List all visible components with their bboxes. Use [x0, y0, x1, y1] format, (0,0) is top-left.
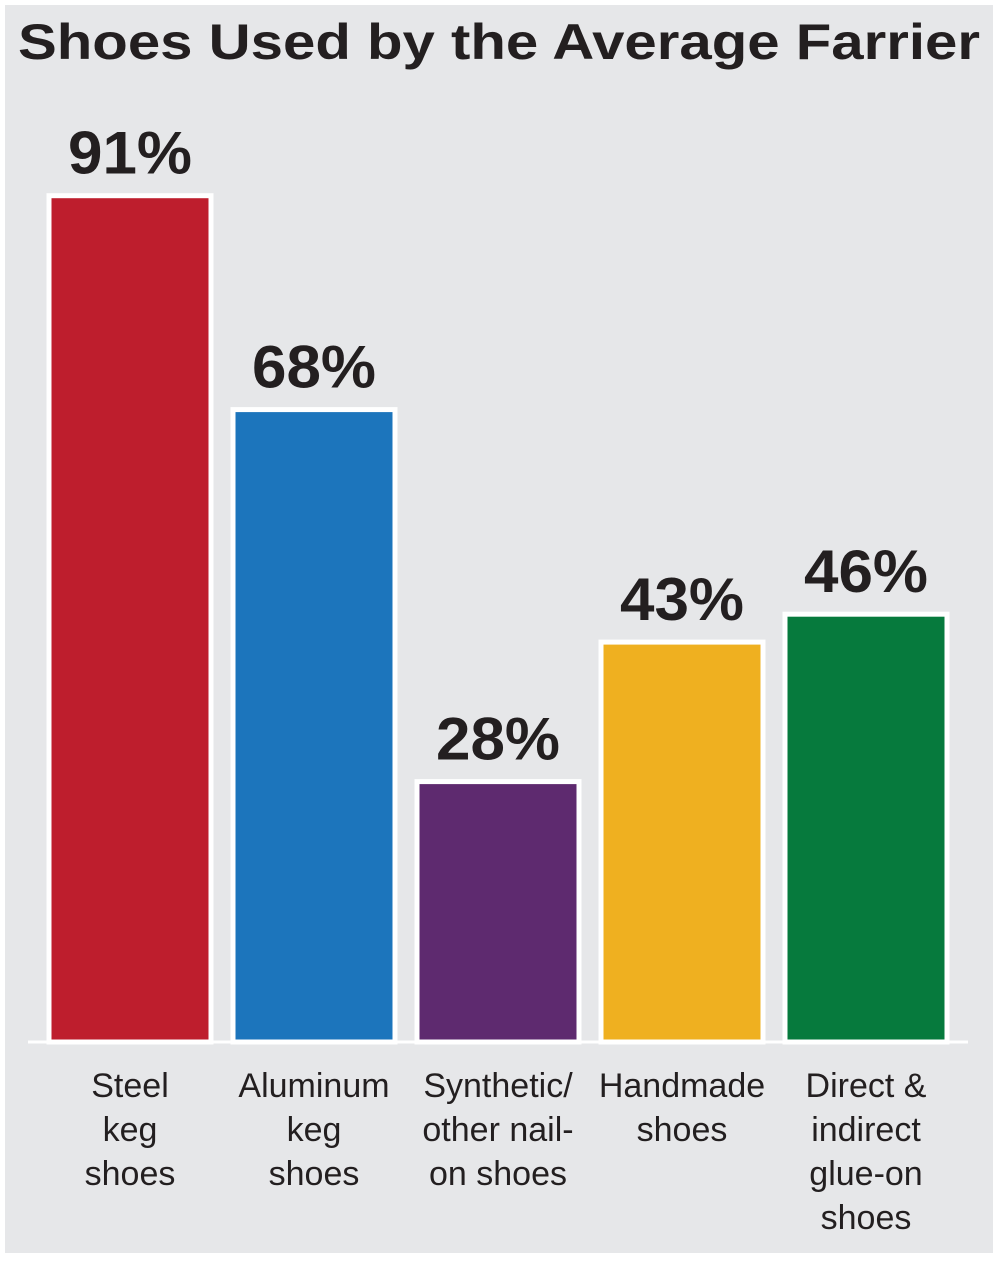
x-tick-label: shoes — [269, 1155, 360, 1193]
value-label: 28% — [436, 705, 560, 772]
x-tick-label: Direct & — [806, 1067, 927, 1105]
value-label: 91% — [68, 120, 192, 187]
x-tick-label: shoes — [85, 1155, 176, 1193]
x-tick-label: indirect — [811, 1111, 921, 1149]
bar — [598, 639, 766, 1045]
x-tick-label: keg — [103, 1111, 158, 1149]
bar — [46, 193, 214, 1045]
value-label: 43% — [620, 566, 744, 633]
x-tick-label: Steel — [91, 1067, 169, 1105]
x-tick-label: keg — [287, 1111, 342, 1149]
x-tick-label: Handmade — [599, 1067, 765, 1105]
x-tick-label: Synthetic/ — [423, 1067, 573, 1105]
value-label: 46% — [804, 538, 928, 605]
bar — [782, 611, 950, 1045]
bar — [230, 407, 398, 1045]
x-tick-label: Aluminum — [238, 1067, 389, 1105]
x-tick-label: on shoes — [429, 1155, 567, 1193]
value-label: 68% — [252, 333, 376, 400]
x-tick-label: shoes — [637, 1111, 728, 1149]
x-tick-label: shoes — [821, 1199, 912, 1237]
x-tick-label: glue-on — [809, 1155, 922, 1193]
chart-title: Shoes Used by the Average Farrier — [18, 14, 980, 70]
x-tick-label: other nail- — [422, 1111, 573, 1149]
bar — [414, 779, 582, 1045]
